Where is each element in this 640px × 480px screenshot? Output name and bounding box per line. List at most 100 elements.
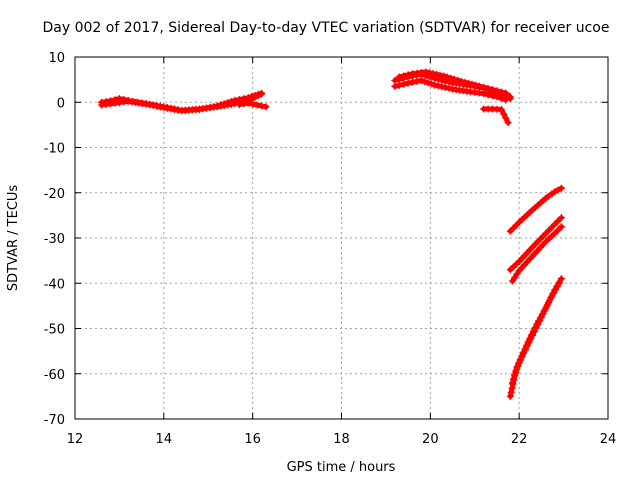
data-point-marker (199, 105, 207, 113)
data-point-marker (395, 81, 403, 89)
data-point-marker (502, 96, 510, 104)
data-point-marker (220, 100, 228, 108)
data-point-marker (433, 70, 441, 78)
data-point-marker (457, 77, 465, 85)
data-point-marker (502, 89, 510, 97)
data-point-marker (251, 92, 259, 99)
data-series-group (480, 105, 512, 127)
data-point-marker (434, 82, 442, 90)
y-tick-label: -60 (44, 368, 65, 383)
data-point-marker (391, 77, 399, 84)
data-point-marker (231, 96, 239, 104)
plot-frame (74, 56, 609, 420)
data-point-marker (548, 223, 556, 231)
data-point-marker (409, 78, 417, 86)
data-point-marker (254, 90, 262, 98)
data-point-marker (248, 93, 256, 101)
data-series (98, 68, 565, 400)
y-tick-label: -20 (44, 187, 65, 202)
data-point-marker (258, 102, 266, 110)
data-point-marker (527, 335, 535, 343)
data-point-marker (539, 310, 547, 318)
data-point-marker (557, 275, 565, 283)
data-series-group (98, 89, 265, 115)
data-point-marker (224, 99, 232, 107)
data-point-marker (545, 299, 552, 307)
data-series-group (235, 99, 270, 111)
data-point-marker (557, 223, 565, 231)
data-point-marker (227, 98, 235, 105)
data-point-marker (153, 102, 161, 110)
y-tick-label: 0 (57, 96, 65, 111)
data-point-marker (472, 81, 480, 89)
data-series-group (391, 77, 510, 104)
y-tick-label: -50 (44, 323, 65, 338)
grid-lines (75, 57, 608, 419)
data-point-marker (422, 68, 430, 76)
data-point-marker (249, 100, 257, 108)
data-point-marker (436, 71, 444, 79)
data-point-marker (512, 367, 520, 375)
data-point-marker (537, 313, 545, 321)
data-point-marker (525, 339, 533, 346)
data-point-marker (509, 379, 516, 387)
data-point-marker (195, 106, 203, 113)
data-point-marker (532, 324, 540, 332)
data-series-group (509, 223, 565, 285)
data-point-marker (554, 226, 562, 234)
x-tick-label: 20 (422, 432, 439, 447)
data-point-marker (258, 89, 265, 97)
data-point-marker (484, 91, 492, 99)
data-point-marker (509, 224, 517, 232)
series-line (507, 215, 564, 273)
data-point-marker (504, 119, 512, 127)
y-tick-label: 10 (48, 51, 65, 66)
data-point-marker (206, 103, 214, 111)
data-point-marker (506, 392, 514, 400)
data-series-group (506, 214, 565, 274)
data-point-marker (142, 100, 150, 108)
data-point-marker (493, 93, 501, 101)
data-point-marker (146, 101, 154, 109)
data-point-marker (484, 84, 492, 92)
data-point-marker (253, 101, 261, 109)
y-tick-label: -40 (44, 277, 65, 292)
data-series-group (395, 68, 514, 101)
data-point-marker (523, 342, 531, 350)
data-point-marker (468, 80, 476, 88)
data-point-marker (521, 346, 529, 354)
data-point-marker (536, 317, 544, 325)
data-point-marker (520, 349, 528, 357)
data-point-marker (497, 88, 505, 96)
x-tick-label: 18 (333, 432, 350, 447)
data-point-marker (480, 83, 488, 91)
x-tick-label: 22 (511, 432, 528, 447)
x-tick-label: 14 (156, 432, 173, 447)
data-point-marker (510, 375, 518, 383)
data-point-marker (516, 356, 524, 364)
data-point-marker (475, 82, 483, 90)
data-point-marker (421, 78, 429, 86)
data-point-marker (500, 110, 508, 118)
data-point-marker (489, 86, 496, 94)
data-point-marker (554, 217, 562, 225)
data-point-marker (441, 84, 449, 91)
data-point-marker (235, 101, 243, 108)
data-point-marker (425, 69, 433, 77)
data-point-marker (497, 94, 505, 102)
data-point-marker (511, 371, 519, 379)
data-point-marker (413, 77, 421, 85)
data-point-marker (557, 214, 565, 222)
data-point-marker (115, 99, 123, 107)
x-tick-label: 12 (67, 432, 84, 447)
data-point-marker (447, 74, 455, 82)
data-point-marker (493, 87, 501, 95)
data-point-marker (395, 73, 403, 81)
data-point-marker (149, 102, 157, 109)
x-axis-label: GPS time / hours (287, 460, 396, 475)
data-point-marker (497, 106, 505, 113)
x-tick-label: 16 (244, 432, 261, 447)
data-point-marker (541, 306, 549, 314)
